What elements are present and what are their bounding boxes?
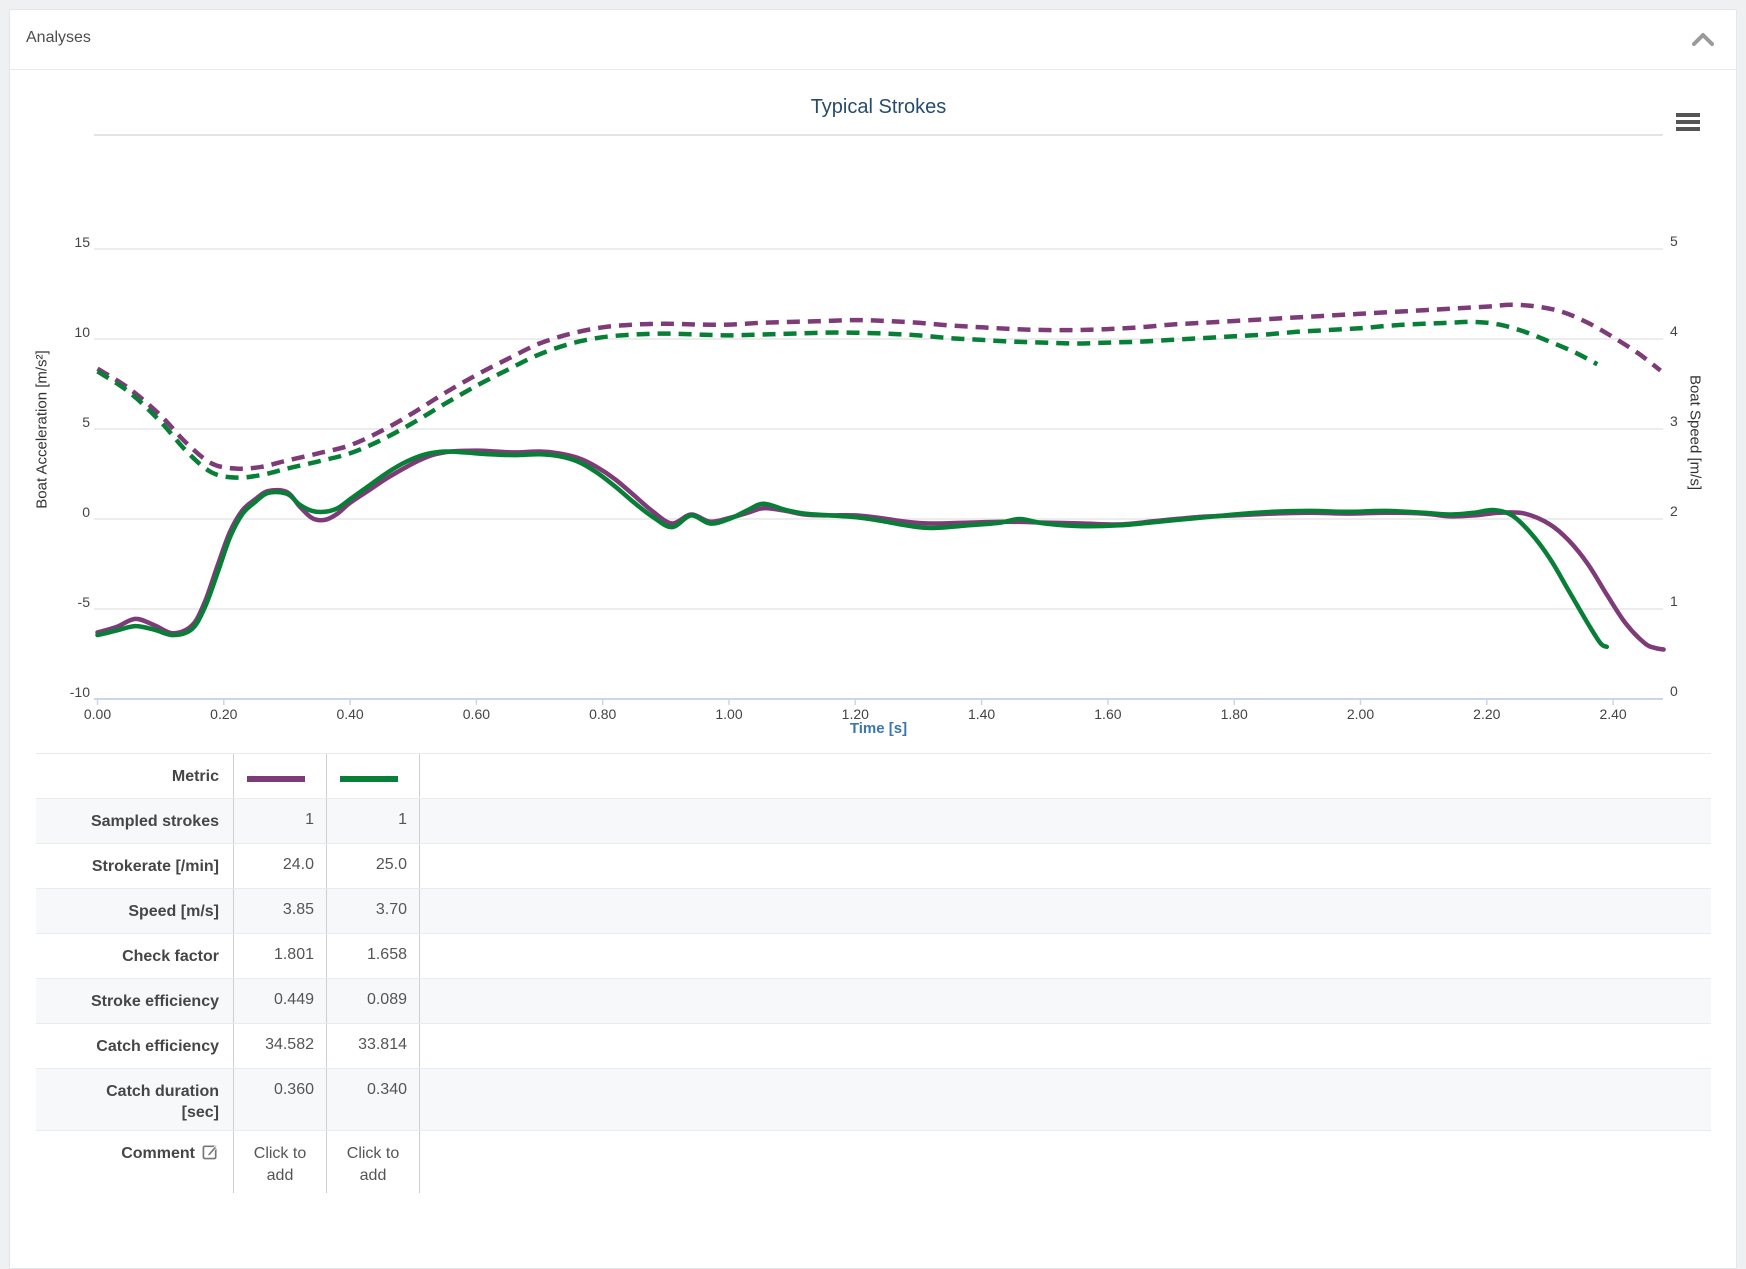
table-row-5: Stroke efficiency 0.449 0.089 [36, 978, 1711, 1023]
empty-cell [419, 1024, 1711, 1068]
series-color-swatch [247, 776, 305, 782]
metric-value: 0.089 [326, 979, 419, 1023]
table-row-1: Sampled strokes 1 1 [36, 798, 1711, 843]
table-row-comment: Comment Click to add Click to add [36, 1130, 1711, 1193]
y-left-tick-label: -10 [69, 684, 90, 700]
x-tick-label: 1.40 [967, 706, 996, 722]
series-swatch-cell [326, 754, 419, 798]
y-left-tick-label: 10 [74, 324, 90, 340]
y-left-tick-label: 5 [82, 414, 90, 430]
y-right-tick-label: 2 [1670, 503, 1678, 519]
table-row-2: Strokerate [/min] 24.0 25.0 [36, 843, 1711, 888]
series-swatch-cell [233, 754, 326, 798]
y-right-tick-label: 3 [1670, 413, 1678, 429]
table-row-3: Speed [m/s] 3.85 3.70 [36, 888, 1711, 933]
edit-icon [202, 1145, 218, 1160]
panel-title: Analyses [26, 29, 91, 46]
series-2-line[interactable] [95, 449, 1610, 650]
empty-cell [419, 754, 1711, 798]
metric-value: 3.70 [326, 889, 419, 933]
metric-value: 1.801 [233, 934, 326, 978]
metric-value: 34.582 [233, 1024, 326, 1068]
y-right-tick-label: 1 [1670, 593, 1678, 609]
series-3-line[interactable] [96, 302, 1662, 472]
row-label: Speed [m/s] [128, 903, 219, 920]
series-1-line[interactable] [95, 448, 1666, 652]
x-axis-title: Time [s] [849, 720, 908, 737]
x-tick-label: 0.80 [589, 706, 617, 722]
chart-context-menu-button[interactable] [1674, 111, 1704, 135]
metric-value: 24.0 [233, 844, 326, 888]
empty-cell [419, 889, 1711, 933]
y-axis-left-title: Boat Acceleration [m/s²] [33, 350, 51, 509]
empty-cell [419, 844, 1711, 888]
table-row-metric: Metric [36, 753, 1711, 798]
table-row-4: Check factor 1.801 1.658 [36, 933, 1711, 978]
metric-value: 1 [233, 799, 326, 843]
chart-title: Typical Strokes [810, 96, 947, 118]
chart-canvas [94, 134, 1666, 705]
hamburger-icon [1676, 113, 1700, 117]
row-label: Metric [171, 768, 219, 785]
y-left-tick-label: -5 [77, 594, 90, 610]
collapse-panel-button[interactable] [1692, 32, 1714, 48]
x-tick-label: 1.80 [1220, 706, 1248, 722]
empty-cell [419, 1131, 1711, 1193]
metric-value: 0.340 [326, 1069, 419, 1130]
analyses-panel: Analyses Typical Strokes 15 10 5 0 -5 -10 5 4 3 2… [9, 9, 1737, 1269]
x-tick-label: 0.40 [336, 706, 364, 722]
row-label: Stroke efficiency [90, 993, 219, 1010]
row-label: Catch duration [sec] [106, 1083, 219, 1121]
metric-value: 0.449 [233, 979, 326, 1023]
row-label: Check factor [122, 948, 219, 965]
empty-cell [419, 799, 1711, 843]
row-label: Catch efficiency [96, 1038, 219, 1055]
table-row-7: Catch duration [sec] 0.360 0.340 [36, 1068, 1711, 1130]
x-tick-label: 0.20 [210, 706, 238, 722]
row-label: Strokerate [/min] [91, 858, 219, 875]
comment-add-link[interactable]: Click to add [233, 1131, 326, 1193]
x-tick-label: 1.00 [715, 706, 743, 722]
metric-value: 1.658 [326, 934, 419, 978]
metric-value: 25.0 [326, 844, 419, 888]
y-right-tick-label: 5 [1670, 233, 1678, 249]
metric-value: 0.360 [233, 1069, 326, 1130]
x-tick-label: 2.00 [1346, 706, 1375, 722]
panel-header: Analyses [10, 10, 1736, 70]
metric-value: 3.85 [233, 889, 326, 933]
row-label: Sampled strokes [90, 813, 219, 830]
x-tick-label: 1.20 [841, 706, 869, 722]
series-color-swatch [340, 776, 398, 782]
x-tick-label: 0.60 [462, 706, 491, 722]
y-axis-right-title: Boat Speed [m/s] [1686, 374, 1704, 491]
comment-add-link[interactable]: Click to add [326, 1131, 419, 1193]
y-right-tick-label: 4 [1670, 323, 1678, 339]
x-tick-label: 1.60 [1094, 706, 1122, 722]
x-tick-label: 2.20 [1473, 706, 1501, 722]
metric-value: 33.814 [326, 1024, 419, 1068]
empty-cell [419, 934, 1711, 978]
y-left-tick-label: 0 [82, 504, 90, 520]
series-4-line[interactable] [96, 319, 1599, 480]
row-label: Comment [36, 1131, 233, 1193]
row-label-text: Comment [121, 1145, 195, 1162]
typical-strokes-chart: Typical Strokes 15 10 5 0 -5 -10 5 4 3 2 1 0 0.00 0.2… [10, 70, 1736, 794]
empty-cell [419, 979, 1711, 1023]
y-right-tick-label: 0 [1670, 683, 1678, 699]
chevron-up-icon [1692, 33, 1714, 46]
x-tick-label: 0.00 [83, 706, 112, 722]
metrics-table: Metric Sampled strokes 1 1 Strokerate [/min]… [36, 753, 1711, 1193]
x-tick-label: 2.40 [1599, 706, 1627, 722]
metric-value: 1 [326, 799, 419, 843]
empty-cell [419, 1069, 1711, 1130]
y-left-tick-label: 15 [74, 234, 90, 250]
table-row-6: Catch efficiency 34.582 33.814 [36, 1023, 1711, 1068]
